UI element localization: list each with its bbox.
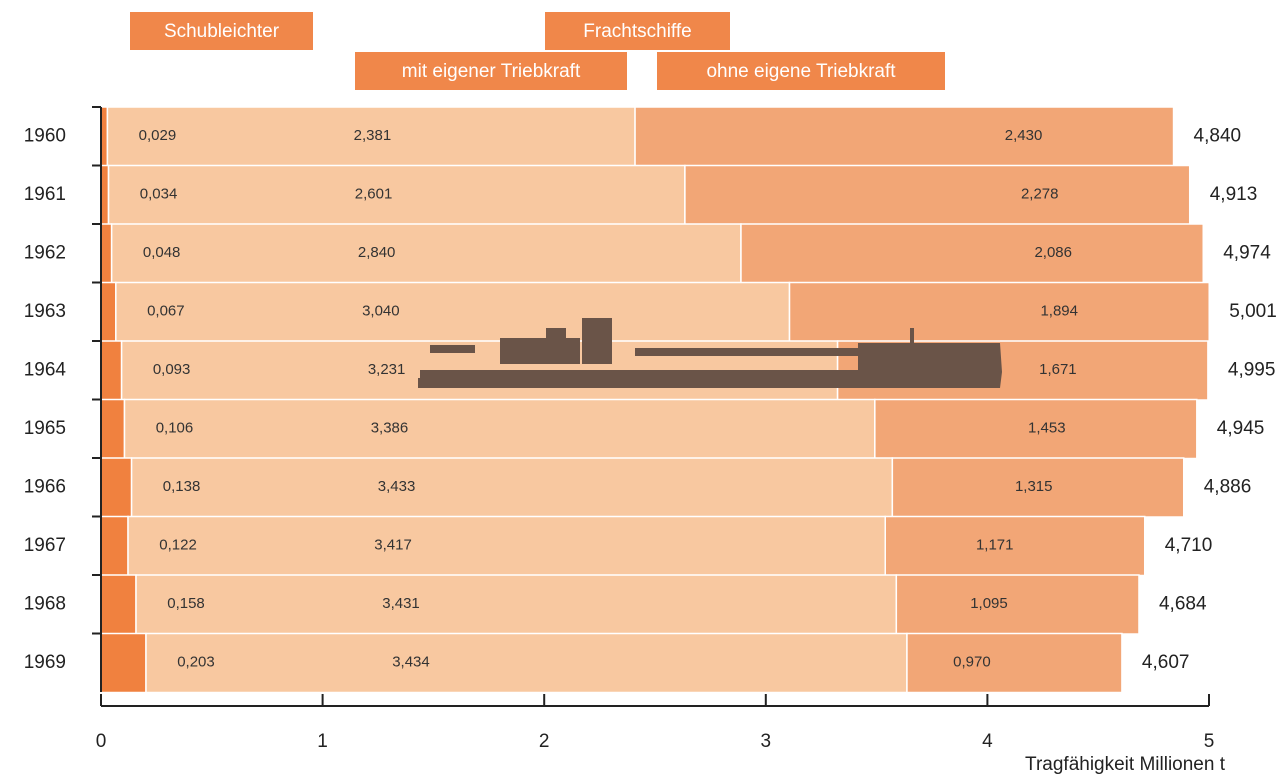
value-label: 1,095 <box>970 595 1008 612</box>
bar-segment <box>101 224 112 283</box>
bar-segment <box>896 575 1139 634</box>
legend-label: Schubleichter <box>164 21 280 42</box>
total-label: 4,886 <box>1204 476 1252 497</box>
value-label: 3,386 <box>371 420 409 437</box>
bar-segment <box>101 283 116 342</box>
bar-segment <box>101 458 132 517</box>
value-label: 0,158 <box>167 595 205 612</box>
total-label: 4,710 <box>1165 535 1213 556</box>
legend-label: mit eigener Triebkraft <box>402 61 581 82</box>
bar-segment <box>101 517 128 576</box>
legend-label: ohne eigene Triebkraft <box>706 61 896 82</box>
x-tick-label: 3 <box>761 731 772 752</box>
chart: Tragfähigkeit Millionen t Schubleichter F… <box>0 0 1287 775</box>
bar-segment <box>790 283 1210 342</box>
value-label: 2,278 <box>1021 186 1059 203</box>
bar-segment <box>101 341 122 400</box>
value-label: 2,840 <box>358 244 396 261</box>
x-tick-label: 1 <box>317 731 328 752</box>
bar-segment <box>128 517 885 576</box>
bar-segment <box>109 166 685 225</box>
bar-segment <box>132 458 893 517</box>
value-label: 3,231 <box>368 361 406 378</box>
y-tick-label: 1964 <box>24 359 67 380</box>
total-label: 4,684 <box>1159 593 1207 614</box>
value-label: 1,315 <box>1015 478 1053 495</box>
y-tick-label: 1960 <box>24 125 66 146</box>
bar-segment <box>116 283 790 342</box>
y-tick-label: 1966 <box>24 476 66 497</box>
total-label: 4,607 <box>1142 652 1190 673</box>
total-label: 4,945 <box>1217 418 1265 439</box>
total-label: 4,840 <box>1194 125 1242 146</box>
value-label: 0,122 <box>159 537 197 554</box>
x-tick-label: 4 <box>982 731 993 752</box>
y-tick-label: 1961 <box>24 184 66 205</box>
bar-segment <box>685 166 1190 225</box>
value-label: 0,034 <box>140 186 178 203</box>
bar-segment <box>101 400 124 459</box>
bar-segment <box>136 575 896 634</box>
value-label: 0,048 <box>143 244 181 261</box>
total-label: 4,913 <box>1210 184 1258 205</box>
x-tick-label: 2 <box>539 731 550 752</box>
value-label: 2,601 <box>355 186 393 203</box>
bar-segment <box>101 166 109 225</box>
value-label: 3,431 <box>382 595 420 612</box>
value-label: 0,106 <box>156 420 194 437</box>
y-tick-label: 1962 <box>24 242 66 263</box>
y-tick-label: 1967 <box>24 535 66 556</box>
value-label: 0,138 <box>163 478 201 495</box>
value-label: 0,093 <box>153 361 191 378</box>
y-tick-label: 1968 <box>24 593 66 614</box>
legend-label: Frachtschiffe <box>583 21 691 42</box>
value-label: 0,029 <box>139 127 177 144</box>
x-tick-label: 0 <box>96 731 107 752</box>
value-label: 0,067 <box>147 303 185 320</box>
value-label: 1,453 <box>1028 420 1066 437</box>
value-label: 1,671 <box>1039 361 1077 378</box>
value-label: 2,430 <box>1005 127 1043 144</box>
bar-segment <box>741 224 1203 283</box>
bar-segment <box>907 634 1122 693</box>
x-tick-label: 5 <box>1204 731 1215 752</box>
value-label: 3,434 <box>392 654 430 671</box>
y-tick-label: 1965 <box>24 418 66 439</box>
y-tick-label: 1963 <box>24 301 66 322</box>
total-label: 4,995 <box>1228 359 1276 380</box>
value-label: 2,381 <box>354 127 392 144</box>
bar-segment <box>146 634 907 693</box>
bar-segment <box>124 400 874 459</box>
bar-segment <box>101 575 136 634</box>
value-label: 1,171 <box>976 537 1014 554</box>
value-label: 3,040 <box>362 303 400 320</box>
bar-segment <box>635 107 1173 166</box>
total-label: 4,974 <box>1223 242 1271 263</box>
bar-segment <box>101 634 146 693</box>
value-label: 2,086 <box>1034 244 1072 261</box>
y-tick-label: 1969 <box>24 652 66 673</box>
bar-segment <box>885 517 1144 576</box>
x-axis-label: Tragfähigkeit Millionen t <box>1025 754 1226 775</box>
value-label: 0,970 <box>953 654 991 671</box>
value-label: 3,433 <box>378 478 416 495</box>
total-label: 5,001 <box>1229 301 1277 322</box>
value-label: 3,417 <box>374 537 412 554</box>
bar-segment <box>112 224 741 283</box>
value-label: 1,894 <box>1040 303 1078 320</box>
value-label: 0,203 <box>177 654 215 671</box>
